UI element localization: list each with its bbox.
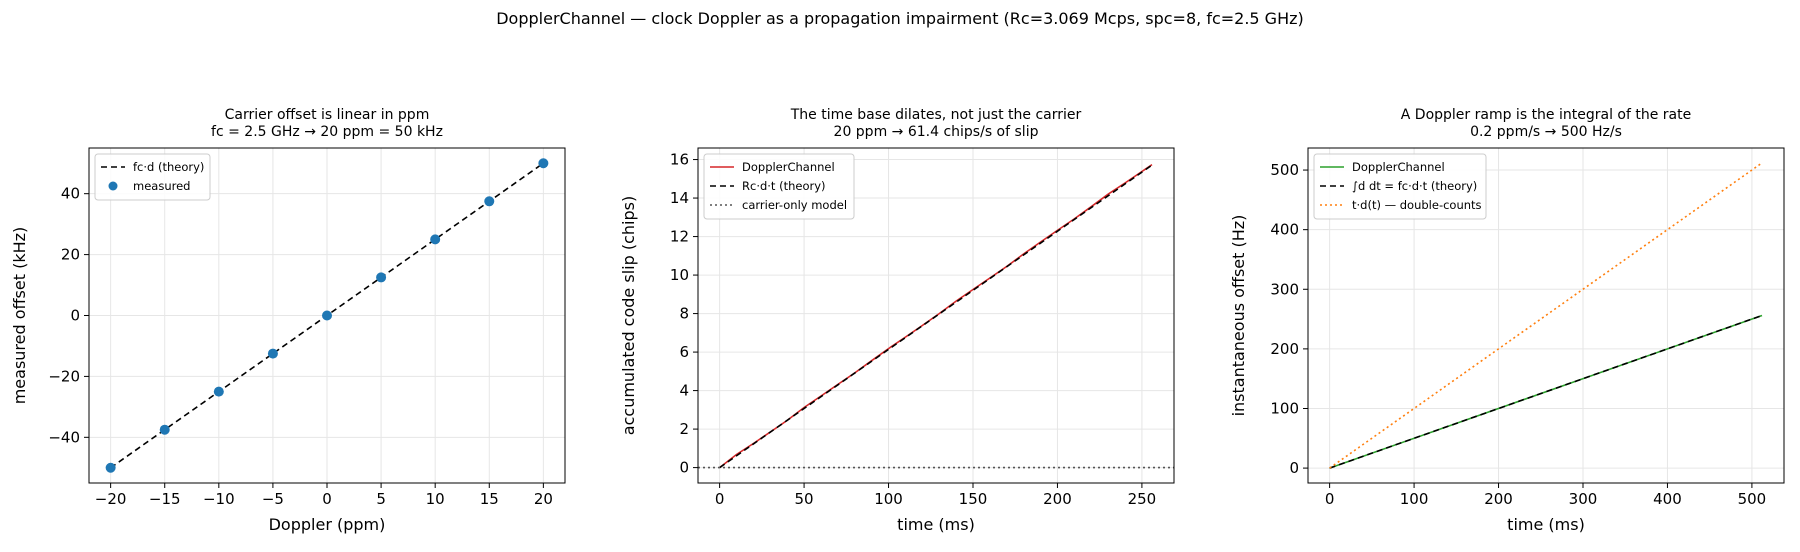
y-tick-label: 500 — [1270, 161, 1299, 179]
x-tick-label: 15 — [480, 490, 499, 508]
x-tick-label: 100 — [874, 490, 903, 508]
legend-label: DopplerChannel — [742, 160, 835, 174]
series-line-1 — [1329, 314, 1763, 469]
x-tick-label: 0 — [322, 490, 332, 508]
x-tick-label: 50 — [795, 490, 814, 508]
plot-data — [1329, 162, 1763, 469]
y-tick-label: 10 — [670, 266, 689, 284]
chart-title-line: The time base dilates, not just the carr… — [790, 107, 1082, 123]
legend-box — [1313, 153, 1487, 220]
series-line-2 — [719, 164, 1153, 469]
x-tick-label: −20 — [95, 490, 127, 508]
legend: DopplerChannel ∫d dt = fc·d·t (theory) t·d… — [1313, 153, 1487, 220]
y-tick-label: 300 — [1270, 280, 1299, 298]
y-tick-label: 6 — [679, 343, 689, 361]
y-tick-label: 100 — [1270, 399, 1299, 417]
axes-frame — [697, 147, 1175, 484]
x-tick-label: 250 — [1128, 490, 1157, 508]
legend-label: measured — [133, 179, 190, 193]
legend-label: Rc·d·t (theory) — [742, 179, 826, 193]
y-tick-label: 14 — [670, 189, 689, 207]
y-tick-label: 400 — [1270, 221, 1299, 239]
legend: DopplerChannel Rc·d·t (theory) carrier-onl… — [703, 153, 855, 220]
legend-box — [94, 153, 211, 201]
x-axis-label: time (ms) — [1507, 515, 1585, 534]
x-tick-label: 400 — [1653, 490, 1682, 508]
x-tick-label: 100 — [1400, 490, 1429, 508]
y-tick-label: 16 — [670, 151, 689, 169]
y-tick-label: 12 — [670, 228, 689, 246]
x-tick-label: 200 — [1484, 490, 1513, 508]
x-tick-label: 10 — [426, 490, 445, 508]
x-tick-label: 150 — [959, 490, 988, 508]
legend-label: DopplerChannel — [1352, 160, 1445, 174]
y-tick-label: −20 — [48, 367, 80, 385]
y-tick-label: 0 — [70, 307, 80, 325]
legend: fc·d (theory) measured — [94, 153, 211, 201]
plot-data — [698, 163, 1174, 469]
legend-label: fc·d (theory) — [133, 160, 204, 174]
y-axis-label: accumulated code slip (chips) — [619, 196, 638, 435]
x-tick-label: 0 — [715, 490, 725, 508]
y-tick-label: 200 — [1270, 340, 1299, 358]
y-tick-label: 2 — [679, 420, 689, 438]
x-tick-label: 0 — [1325, 490, 1335, 508]
y-tick-label: 8 — [679, 305, 689, 323]
legend-label: carrier-only model — [742, 198, 847, 212]
series-line-2 — [1329, 314, 1763, 469]
y-tick-label: 20 — [61, 246, 80, 264]
y-axis-label: measured offset (kHz) — [10, 227, 29, 405]
data-point — [213, 386, 224, 397]
y-tick-label: −40 — [48, 428, 80, 446]
chart-title-line: fc = 2.5 GHz → 20 ppm = 50 kHz — [211, 124, 443, 140]
x-tick-label: 5 — [376, 490, 386, 508]
legend-box — [703, 153, 855, 220]
y-tick-label: 0 — [1289, 459, 1299, 477]
data-point — [484, 196, 495, 207]
chart-panel-3: A Doppler ramp is the integral of the ra… — [1229, 107, 1785, 534]
legend-label: t·d(t) — double-counts — [1352, 198, 1482, 212]
chart-panel-2: The time base dilates, not just the carr… — [619, 107, 1175, 534]
legend-marker — [108, 181, 118, 191]
x-tick-label: −10 — [203, 490, 235, 508]
x-axis-label: time (ms) — [897, 515, 975, 534]
data-point — [430, 234, 441, 245]
y-tick-label: 4 — [679, 382, 689, 400]
x-tick-label: 500 — [1738, 490, 1767, 508]
y-tick-label: 40 — [61, 185, 80, 203]
x-tick-label: 20 — [534, 490, 553, 508]
plot-data — [105, 158, 549, 473]
data-point — [267, 348, 278, 359]
y-tick-label: 0 — [679, 459, 689, 477]
chart-title-line: 20 ppm → 61.4 chips/s of slip — [834, 124, 1039, 140]
x-tick-label: 200 — [1043, 490, 1072, 508]
chart-title-line: A Doppler ramp is the integral of the ra… — [1401, 107, 1691, 123]
series-line-1 — [719, 163, 1153, 469]
x-axis-label: Doppler (ppm) — [269, 515, 386, 534]
data-point — [159, 424, 170, 435]
x-tick-label: −15 — [149, 490, 181, 508]
data-point — [322, 310, 332, 321]
figure-suptitle: DopplerChannel — clock Doppler as a prop… — [496, 9, 1304, 28]
axes-frame — [1307, 147, 1785, 484]
chart-title-line: 0.2 ppm/s → 500 Hz/s — [1470, 124, 1622, 140]
data-point — [105, 462, 116, 473]
chart-title-line: Carrier offset is linear in ppm — [225, 107, 430, 123]
series-line-3 — [1329, 162, 1763, 469]
legend-label: ∫d dt = fc·d·t (theory) — [1352, 179, 1477, 193]
x-tick-label: −5 — [262, 490, 284, 508]
x-tick-label: 300 — [1569, 490, 1598, 508]
data-point — [376, 272, 387, 283]
y-axis-label: instantaneous offset (Hz) — [1229, 215, 1248, 417]
data-point — [538, 158, 549, 169]
